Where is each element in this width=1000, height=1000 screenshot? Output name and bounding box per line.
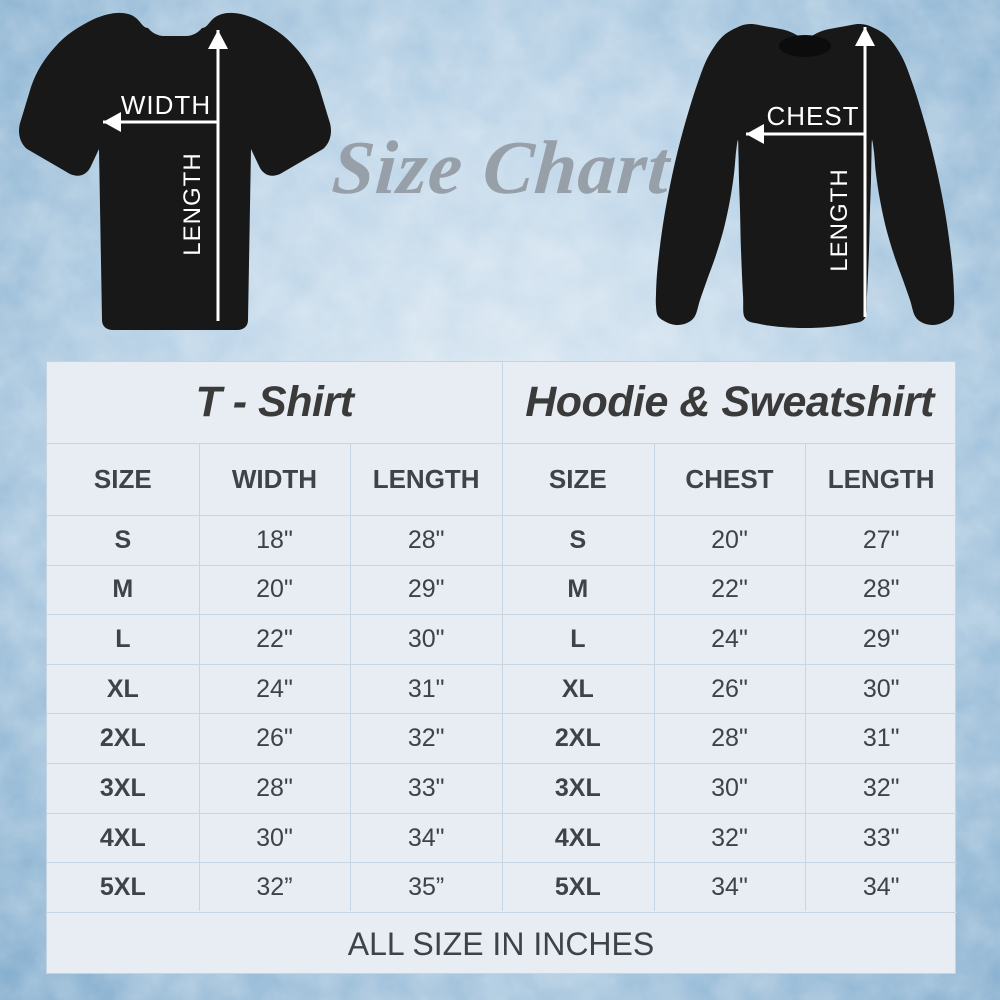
- svg-text:WIDTH: WIDTH: [121, 90, 211, 120]
- svg-text:LENGTH: LENGTH: [826, 168, 853, 271]
- svg-text:CHEST: CHEST: [766, 101, 859, 131]
- svg-text:LENGTH: LENGTH: [179, 152, 206, 255]
